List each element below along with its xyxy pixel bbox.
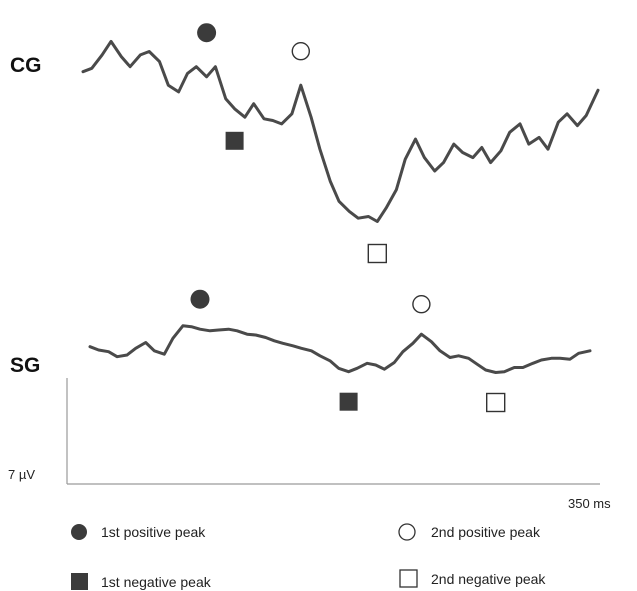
2nd-positive-peak-marker bbox=[412, 295, 431, 314]
cg-peak-markers bbox=[197, 23, 387, 264]
open-square-icon bbox=[399, 569, 418, 588]
legend-item-1st-positive-peak: 1st positive peak bbox=[71, 524, 206, 540]
legend-item-2nd-positive-peak: 2nd positive peak bbox=[398, 523, 541, 541]
2nd-negative-peak-marker bbox=[367, 243, 387, 264]
legend-label: 2nd positive peak bbox=[431, 524, 541, 540]
cg-waveform bbox=[81, 39, 600, 223]
time-scale-label: 350 ms bbox=[568, 496, 611, 511]
filled-square-icon bbox=[71, 573, 88, 590]
1st-negative-peak-marker bbox=[339, 392, 358, 411]
sg-panel: SG bbox=[10, 289, 592, 413]
legend-label: 1st positive peak bbox=[101, 524, 206, 540]
legend-label: 1st negative peak bbox=[101, 574, 212, 590]
1st-negative-peak-marker bbox=[225, 131, 244, 150]
sg-waveform bbox=[88, 324, 592, 374]
legend-item-1st-negative-peak: 1st negative peak bbox=[71, 573, 212, 590]
legend-item-2nd-negative-peak: 2nd negative peak bbox=[399, 569, 546, 588]
1st-positive-peak-marker bbox=[190, 289, 210, 309]
open-circle-icon bbox=[398, 523, 416, 541]
sg-label: SG bbox=[10, 354, 40, 377]
2nd-negative-peak-marker bbox=[486, 392, 506, 413]
scale-bar: 7 µV 350 ms bbox=[8, 378, 611, 511]
cg-label: CG bbox=[10, 54, 42, 77]
sg-peak-markers bbox=[190, 289, 506, 413]
1st-positive-peak-marker bbox=[197, 23, 217, 43]
legend: 1st positive peak 2nd positive peak 1st … bbox=[71, 523, 546, 590]
voltage-scale-label: 7 µV bbox=[8, 467, 35, 482]
legend-label: 2nd negative peak bbox=[431, 571, 546, 587]
cg-panel: CG bbox=[10, 23, 600, 264]
2nd-positive-peak-marker bbox=[291, 42, 310, 61]
filled-circle-icon bbox=[71, 524, 87, 540]
